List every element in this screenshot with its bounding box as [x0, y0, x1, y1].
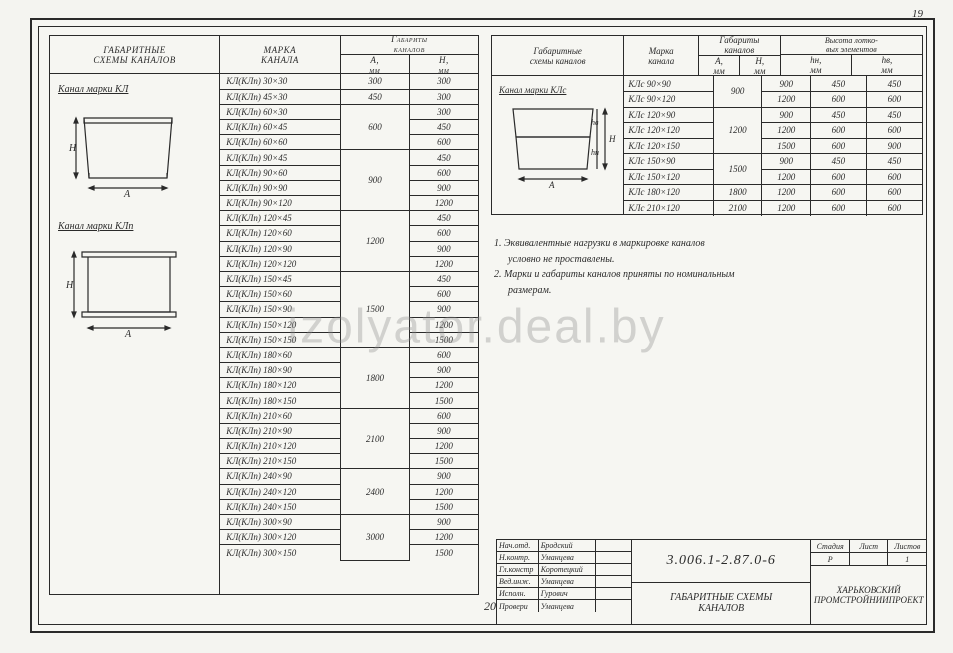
svg-text:A: A	[548, 180, 555, 189]
left-table: КЛ(КЛп) 30×30300300КЛ(КЛп) 45×30450300КЛ…	[220, 74, 478, 561]
schemes-pane-right: Канал марки КЛс H hв hн A	[492, 76, 624, 214]
svg-text:A: A	[123, 189, 131, 198]
rhead-gab: Габаритыканалов A,мм H,мм	[699, 36, 781, 75]
svg-text:H: H	[68, 143, 77, 154]
drawing-sheet: 19 Габаритныесхемы каналов Маркаканала Г…	[30, 18, 935, 633]
page-number-bottom: 20	[484, 599, 496, 614]
svg-text:H: H	[608, 134, 616, 144]
svg-text:A: A	[124, 329, 132, 340]
rhead-lot: Высота лотко-вых элементов hн,мм hв,мм	[781, 36, 922, 75]
note-line: 2. Марки и габариты каналов приняты по н…	[494, 268, 914, 282]
scheme-fig-klp: H A	[54, 240, 194, 340]
notes: 1. Эквивалентные нагрузки в маркировке к…	[494, 237, 914, 299]
note-line: 1. Эквивалентные нагрузки в маркировке к…	[494, 237, 914, 251]
note-line: условно не проставлены.	[494, 253, 914, 267]
head-schemes: Габаритныесхемы каналов	[50, 36, 220, 73]
left-grid: КЛ(КЛп) 30×30300300КЛ(КЛп) 45×30450300КЛ…	[220, 74, 478, 594]
head-A: A,мм	[341, 55, 410, 75]
titleblock-right: Стадия Лист Листов Р 1 ХарьковскийПромст…	[811, 540, 926, 624]
head-mark: Маркаканала	[220, 36, 340, 73]
left-table-block: Габаритныесхемы каналов Маркаканала Габа…	[49, 35, 479, 595]
svg-text:H: H	[65, 280, 74, 291]
left-head: Габаритныесхемы каналов Маркаканала Габа…	[50, 36, 478, 74]
right-table-block: Габаритныесхемы каналов Маркаканала Габа…	[491, 35, 923, 215]
head-gab-title: Габаритыканалов	[341, 34, 478, 55]
right-head: Габаритныесхемы каналов Маркаканала Габа…	[492, 36, 922, 76]
head-gab: Габаритыканалов A,мм H,мм	[341, 36, 478, 73]
titleblock-signatures: Нач.отд.БродскийН.контр.УманцеваГл.конст…	[497, 540, 632, 624]
scheme-title-kls: Канал марки КЛс	[499, 85, 620, 95]
title-block: Нач.отд.БродскийН.контр.УманцеваГл.конст…	[496, 539, 926, 624]
rhead-schemes: Габаритныесхемы каналов	[492, 36, 624, 75]
right-table: КЛс 90×90900900450450КЛс 90×120120060060…	[624, 76, 922, 216]
head-H: H,мм	[410, 55, 478, 75]
scheme-fig-kls: H hв hн A	[495, 99, 617, 189]
rhead-mark: Маркаканала	[624, 36, 699, 75]
inner-frame: Габаритныесхемы каналов Маркаканала Габа…	[38, 26, 927, 625]
scheme-title-klp: Канал марки КЛп	[58, 221, 215, 232]
drawing-title: Габаритные схемыканалов	[632, 583, 810, 625]
right-grid: КЛс 90×90900900450450КЛс 90×120120060060…	[624, 76, 922, 214]
scheme-fig-kl: H A	[54, 103, 194, 198]
page-number-top: 19	[912, 8, 923, 20]
svg-text:hн: hн	[591, 148, 599, 157]
schemes-pane-left: Канал марки КЛ H A Канал марки КЛп	[50, 74, 220, 594]
note-line: размерам.	[494, 284, 914, 298]
organization: ХарьковскийПромстройниипроект	[811, 566, 926, 624]
scheme-title-kl: Канал марки КЛ	[58, 84, 215, 95]
svg-text:hв: hв	[591, 118, 599, 127]
drawing-code: 3.006.1-2.87.0-6	[632, 540, 810, 583]
titleblock-mid: 3.006.1-2.87.0-6 Габаритные схемыканалов	[632, 540, 811, 624]
